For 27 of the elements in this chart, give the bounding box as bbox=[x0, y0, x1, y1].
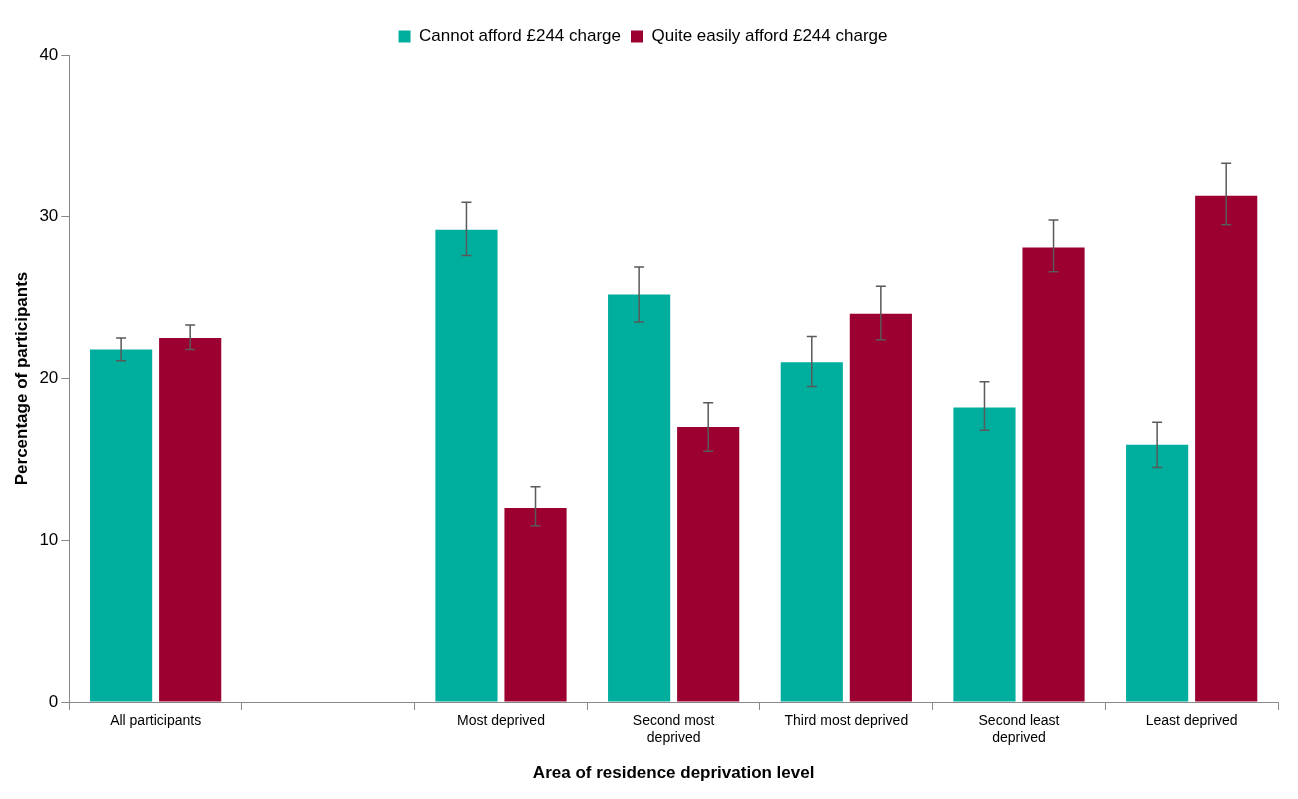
x-tick-label: Most deprived bbox=[457, 712, 545, 729]
bar bbox=[90, 349, 153, 702]
x-tick-label: Least deprived bbox=[1145, 712, 1238, 729]
bar bbox=[1022, 247, 1085, 702]
y-tick-label: 10 bbox=[39, 529, 59, 549]
x-tick-label: Second least deprived bbox=[978, 712, 1060, 746]
x-tick-label: Third most deprived bbox=[784, 712, 909, 729]
x-axis-title: Area of residence deprivation level bbox=[532, 763, 815, 783]
bar bbox=[849, 313, 912, 702]
bar bbox=[780, 362, 843, 702]
bar bbox=[1195, 195, 1258, 702]
bar bbox=[608, 294, 671, 702]
y-tick-label: 40 bbox=[39, 44, 59, 64]
y-tick-label: 20 bbox=[39, 368, 59, 388]
bar bbox=[435, 229, 498, 702]
bar bbox=[159, 338, 222, 702]
x-tick-label: All participants bbox=[110, 712, 202, 729]
x-tick-label: Second most deprived bbox=[632, 712, 715, 746]
bar bbox=[677, 427, 740, 702]
y-tick-label: 30 bbox=[39, 206, 59, 226]
legend-label: Quite easily afford £244 charge bbox=[651, 26, 888, 46]
bar bbox=[953, 407, 1016, 702]
y-axis-title: Percentage of participants bbox=[11, 271, 31, 486]
y-tick-label: 0 bbox=[48, 691, 59, 711]
bar bbox=[504, 507, 567, 702]
legend-label: Cannot afford £244 charge bbox=[419, 26, 621, 46]
bar bbox=[1126, 444, 1189, 702]
